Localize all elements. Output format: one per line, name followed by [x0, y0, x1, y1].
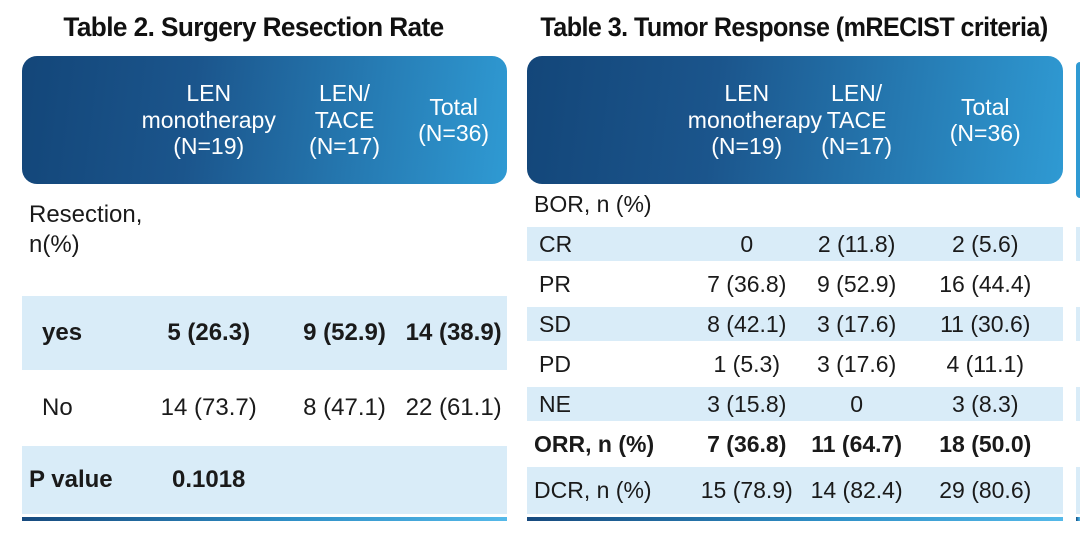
cell-len-monotherapy: 7 (36.8) — [707, 430, 787, 457]
table2-bottom-rule — [22, 517, 507, 521]
cell-len-monotherapy: 5 (26.3) — [167, 319, 251, 346]
cell-len-tace: 8 (47.1) — [303, 394, 386, 421]
cell-total: 22 (61.1) — [405, 394, 502, 421]
cell-total: 16 (44.4) — [939, 270, 1032, 297]
table3-row-cr: CR 0 2 (11.8) 2 (5.6) — [527, 224, 1063, 264]
cell-len-tace: 3 (17.6) — [816, 350, 897, 377]
cropped-table-header-fragment — [1076, 62, 1080, 198]
table2-header-len-monotherapy: LEN monotherapy (N=19) — [141, 80, 276, 160]
cell-len-tace: 9 (52.9) — [303, 319, 386, 346]
cell-total: 4 (11.1) — [946, 350, 1025, 377]
row-label: NE — [539, 390, 571, 417]
row-label: PD — [539, 350, 571, 377]
cell-len-tace: 9 (52.9) — [816, 270, 897, 297]
row-label: yes — [42, 319, 83, 346]
row-label: CR — [539, 230, 573, 257]
cell-len-monotherapy: 14 (73.7) — [160, 394, 257, 421]
table3-header-len-monotherapy: LEN monotherapy (N=19) — [687, 80, 823, 160]
cell-len-tace: 11 (64.7) — [811, 430, 903, 457]
table2-title: Table 2. Surgery Resection Rate — [63, 12, 444, 42]
cropped-table-row-fragment — [1076, 467, 1080, 514]
row-label: BOR, n (%) — [534, 190, 652, 217]
table2-row-no: No 14 (73.7) 8 (47.1) 22 (61.1) — [22, 373, 507, 443]
table3-header-len-tace: LEN/ TACE (N=17) — [821, 80, 893, 160]
row-label: ORR, n (%) — [534, 430, 655, 457]
table3-row-ne: NE 3 (15.8) 0 3 (8.3) — [527, 384, 1063, 424]
table3-row-pr: PR 7 (36.8) 9 (52.9) 16 (44.4) — [527, 264, 1063, 304]
row-label: Resection, n(%) — [29, 201, 143, 258]
row-label: SD — [539, 310, 571, 337]
table2-header-total: Total (N=36) — [418, 93, 490, 146]
cell-len-monotherapy: 1 (5.3) — [713, 350, 780, 377]
table3-bottom-rule — [527, 517, 1063, 521]
cropped-table-row-fragment — [1076, 387, 1080, 421]
cropped-table-row-fragment — [1076, 227, 1080, 261]
cell-total: 3 (8.3) — [952, 390, 1019, 417]
table2-header: LEN monotherapy (N=19) LEN/ TACE (N=17) … — [22, 56, 507, 184]
table3-header: LEN monotherapy (N=19) LEN/ TACE (N=17) … — [527, 56, 1063, 184]
cell-total: 29 (80.6) — [939, 477, 1032, 503]
cell-total: 2 (5.6) — [952, 230, 1019, 257]
cell-len-monotherapy: 7 (36.8) — [707, 270, 787, 297]
cell-len-tace: 3 (17.6) — [816, 310, 897, 337]
cropped-table-rule-fragment — [1076, 517, 1080, 521]
table3-row-orr: ORR, n (%) 7 (36.8) 11 (64.7) 18 (50.0) — [527, 424, 1063, 464]
table2-row-yes: yes 5 (26.3) 9 (52.9) 14 (38.9) — [22, 293, 507, 373]
cell-total: 11 (30.6) — [940, 310, 1031, 337]
cell-len-monotherapy: 0 — [740, 230, 754, 257]
table2-row-resection: Resection, n(%) — [22, 184, 507, 293]
row-label: P value — [29, 466, 113, 493]
cell-total: 18 (50.0) — [939, 430, 1032, 457]
table3-header-total: Total (N=36) — [949, 93, 1021, 146]
row-label: DCR, n (%) — [534, 477, 652, 504]
cell-pvalue: 0.1018 — [172, 466, 246, 493]
cell-len-tace: 14 (82.4) — [810, 477, 903, 503]
table3-row-pd: PD 1 (5.3) 3 (17.6) 4 (11.1) — [527, 344, 1063, 384]
table2-row-pvalue: P value 0.1018 — [22, 443, 507, 517]
cropped-table-row-fragment — [1076, 307, 1080, 341]
cell-len-monotherapy: 8 (42.1) — [707, 310, 787, 337]
table3-title: Table 3. Tumor Response (mRECIST criteri… — [540, 12, 1048, 42]
cell-len-tace: 2 (11.8) — [817, 230, 896, 257]
cell-total: 14 (38.9) — [405, 319, 502, 346]
table3-row-sd: SD 8 (42.1) 3 (17.6) 11 (30.6) — [527, 304, 1063, 344]
row-label: PR — [539, 270, 571, 297]
table2-header-len-tace: LEN/ TACE (N=17) — [309, 80, 380, 160]
row-label: No — [42, 394, 73, 421]
cell-len-tace: 0 — [850, 390, 864, 417]
cell-len-monotherapy: 15 (78.9) — [700, 477, 793, 503]
table3-row-bor: BOR, n (%) — [527, 184, 1063, 224]
table3-row-dcr: DCR, n (%) 15 (78.9) 14 (82.4) 29 (80.6) — [527, 464, 1063, 517]
cell-len-monotherapy: 3 (15.8) — [707, 390, 787, 417]
